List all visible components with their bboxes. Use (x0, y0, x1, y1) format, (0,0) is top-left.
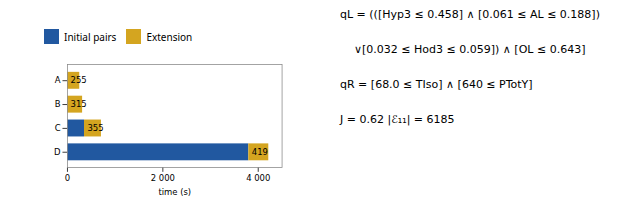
svg-text:time (s): time (s) (158, 187, 191, 197)
svg-text:419: 419 (252, 147, 268, 157)
svg-text:2 000: 2 000 (151, 173, 175, 183)
svg-text:A: A (55, 75, 61, 85)
svg-text:B: B (55, 99, 61, 109)
svg-text:D: D (54, 147, 61, 157)
svg-text:4 000: 4 000 (246, 173, 270, 183)
html-text:J = 0.62 |ℰ₁₁| = 6185: J = 0.62 |ℰ₁₁| = 6185 (340, 113, 455, 126)
html-text:qL = (([Hyp3 ≤ 0.458] ∧ [0.061: qL = (([Hyp3 ≤ 0.458] ∧ [0.061 ≤ AL ≤ 0.… (340, 8, 600, 21)
svg-text:0: 0 (65, 173, 70, 183)
html-text:∨[0.032 ≤ Hod3 ≤ 0.059]) ∧ [OL: ∨[0.032 ≤ Hod3 ≤ 0.059]) ∧ [OL ≤ 0.643] (354, 43, 586, 56)
svg-text:255: 255 (71, 75, 87, 85)
svg-text:355: 355 (87, 123, 103, 133)
svg-text:315: 315 (71, 99, 87, 109)
svg-text:C: C (55, 123, 61, 133)
html-text:qR = [68.0 ≤ TIso] ∧ [640 ≤ PT: qR = [68.0 ≤ TIso] ∧ [640 ≤ PTotY] (340, 78, 533, 91)
html-text:Initial pairs: Initial pairs (64, 29, 117, 44)
html-text:Extension: Extension (146, 29, 193, 44)
